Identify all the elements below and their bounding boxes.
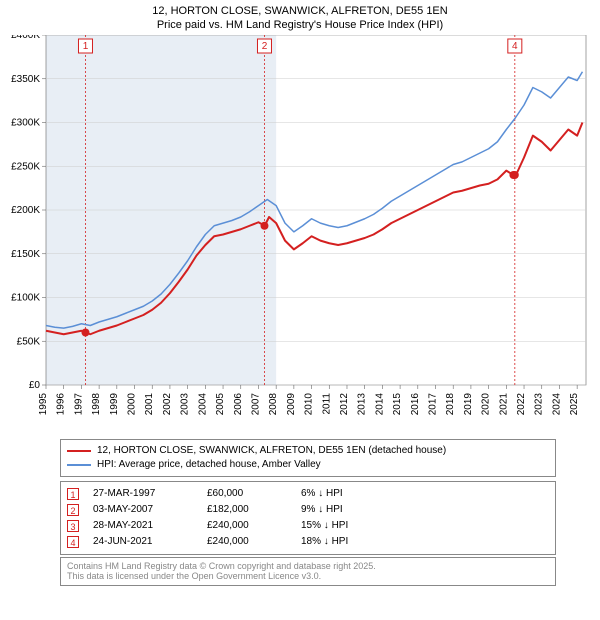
event-row: 4 24-JUN-2021 £240,000 18% ↓ HPI [67, 534, 549, 550]
event-price: £60,000 [207, 486, 287, 502]
svg-text:2020: 2020 [481, 392, 492, 415]
svg-text:2007: 2007 [250, 392, 261, 415]
svg-text:2004: 2004 [197, 392, 208, 415]
event-date: 03-MAY-2007 [93, 502, 193, 518]
svg-text:2022: 2022 [516, 392, 527, 415]
svg-text:£400K: £400K [11, 35, 40, 41]
legend-swatch [67, 464, 91, 466]
svg-text:2000: 2000 [127, 392, 138, 415]
svg-text:2021: 2021 [498, 392, 509, 415]
chart-area: £0 £50K £100K £150K £200K £250K £300K £350K £400… [0, 35, 600, 435]
svg-text:£50K: £50K [17, 336, 41, 347]
svg-text:1995: 1995 [38, 392, 49, 415]
event-marker: 2 [67, 504, 79, 516]
svg-text:£0: £0 [29, 380, 41, 391]
legend-swatch [67, 450, 91, 452]
event-diff: 18% ↓ HPI [301, 534, 381, 550]
legend-item: HPI: Average price, detached house, Ambe… [67, 458, 549, 472]
svg-text:2014: 2014 [374, 392, 385, 415]
legend-label: 12, HORTON CLOSE, SWANWICK, ALFRETON, DE… [97, 444, 446, 458]
svg-text:£200K: £200K [11, 205, 40, 216]
event-diff: 15% ↓ HPI [301, 518, 381, 534]
chart-svg: £0 £50K £100K £150K £200K £250K £300K £350K £400… [0, 35, 600, 435]
svg-text:2012: 2012 [339, 392, 350, 415]
svg-text:4: 4 [512, 41, 518, 52]
chart-container: 12, HORTON CLOSE, SWANWICK, ALFRETON, DE… [0, 0, 600, 620]
event-price: £240,000 [207, 518, 287, 534]
svg-text:1999: 1999 [109, 392, 120, 415]
event-marker: 4 [67, 536, 79, 548]
svg-text:2: 2 [262, 41, 268, 52]
svg-text:1996: 1996 [56, 392, 67, 415]
svg-text:2002: 2002 [162, 392, 173, 415]
svg-text:2019: 2019 [463, 392, 474, 415]
svg-text:2009: 2009 [286, 392, 297, 415]
svg-text:2011: 2011 [321, 392, 332, 414]
event-date: 28-MAY-2021 [93, 518, 193, 534]
title-line-2: Price paid vs. HM Land Registry's House … [10, 18, 590, 32]
event-price: £240,000 [207, 534, 287, 550]
svg-text:2024: 2024 [551, 392, 562, 415]
svg-text:2018: 2018 [445, 392, 456, 415]
svg-text:2006: 2006 [233, 392, 244, 415]
svg-text:2013: 2013 [357, 392, 368, 415]
svg-text:£150K: £150K [11, 248, 40, 259]
event-diff: 6% ↓ HPI [301, 486, 381, 502]
svg-text:2023: 2023 [534, 392, 545, 415]
svg-text:1997: 1997 [73, 392, 84, 415]
svg-text:2016: 2016 [410, 392, 421, 415]
svg-text:2008: 2008 [268, 392, 279, 415]
chart-title: 12, HORTON CLOSE, SWANWICK, ALFRETON, DE… [0, 0, 600, 35]
event-price: £182,000 [207, 502, 287, 518]
svg-text:£100K: £100K [11, 292, 40, 303]
svg-text:2003: 2003 [180, 392, 191, 415]
svg-text:2010: 2010 [304, 392, 315, 415]
svg-text:2017: 2017 [428, 392, 439, 415]
svg-text:£250K: £250K [11, 161, 40, 172]
svg-text:1: 1 [83, 41, 89, 52]
legend-item: 12, HORTON CLOSE, SWANWICK, ALFRETON, DE… [67, 444, 549, 458]
svg-text:2025: 2025 [569, 392, 580, 415]
svg-text:1998: 1998 [91, 392, 102, 415]
event-diff: 9% ↓ HPI [301, 502, 381, 518]
svg-text:£300K: £300K [11, 117, 40, 128]
svg-text:2005: 2005 [215, 392, 226, 415]
footer-attribution: Contains HM Land Registry data © Crown c… [60, 557, 556, 587]
event-date: 27-MAR-1997 [93, 486, 193, 502]
event-marker: 1 [67, 488, 79, 500]
svg-text:£350K: £350K [11, 73, 40, 84]
event-date: 24-JUN-2021 [93, 534, 193, 550]
title-line-1: 12, HORTON CLOSE, SWANWICK, ALFRETON, DE… [10, 4, 590, 18]
footer-line-2: This data is licensed under the Open Gov… [67, 571, 549, 582]
event-row: 2 03-MAY-2007 £182,000 9% ↓ HPI [67, 502, 549, 518]
event-marker: 3 [67, 520, 79, 532]
legend: 12, HORTON CLOSE, SWANWICK, ALFRETON, DE… [60, 439, 556, 477]
svg-text:2015: 2015 [392, 392, 403, 415]
footer-line-1: Contains HM Land Registry data © Crown c… [67, 561, 549, 572]
event-row: 1 27-MAR-1997 £60,000 6% ↓ HPI [67, 486, 549, 502]
event-row: 3 28-MAY-2021 £240,000 15% ↓ HPI [67, 518, 549, 534]
legend-label: HPI: Average price, detached house, Ambe… [97, 458, 321, 472]
events-table: 1 27-MAR-1997 £60,000 6% ↓ HPI 2 03-MAY-2007 £… [60, 481, 556, 555]
svg-text:2001: 2001 [144, 392, 155, 415]
